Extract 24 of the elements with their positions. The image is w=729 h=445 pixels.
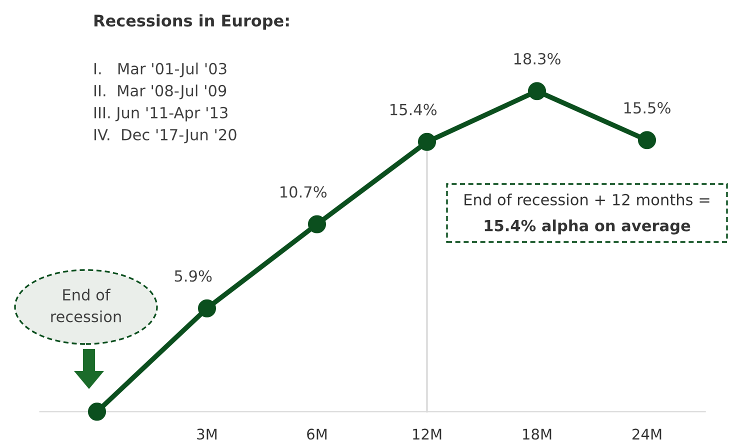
annotation: III. Jun '11-Apr '13 bbox=[94, 106, 228, 122]
data-label: 18.3% bbox=[514, 52, 560, 65]
point bbox=[418, 132, 436, 151]
point bbox=[638, 131, 656, 150]
point bbox=[88, 402, 106, 421]
data-label: 15.4% bbox=[390, 104, 437, 116]
point bbox=[308, 215, 326, 234]
annotation: II. Mar '08-Jul '09 bbox=[94, 84, 226, 100]
data-label: 5.9% bbox=[174, 270, 212, 282]
annotation: End of recession + 12 months = bbox=[464, 194, 710, 206]
annotation: IV. Dec '17-Jun '20 bbox=[94, 128, 236, 144]
point bbox=[198, 299, 216, 318]
text: Recessions in Europe: bbox=[94, 14, 289, 30]
x-tick-label: 3M bbox=[197, 428, 217, 440]
annotation: I. Mar '01-Jul '03 bbox=[94, 62, 226, 78]
annotation: End of recession bbox=[51, 288, 121, 322]
data-label: 10.7% bbox=[280, 186, 327, 198]
annotation: 15.4% alpha on average bbox=[484, 220, 690, 234]
x-tick-label: 6M bbox=[307, 428, 327, 440]
point bbox=[528, 82, 546, 100]
x-tick-label: 24M bbox=[632, 428, 662, 440]
x-tick-label: 12M bbox=[413, 428, 442, 440]
data-label: 15.5% bbox=[624, 102, 670, 114]
x-tick-label: 18M bbox=[523, 428, 552, 440]
